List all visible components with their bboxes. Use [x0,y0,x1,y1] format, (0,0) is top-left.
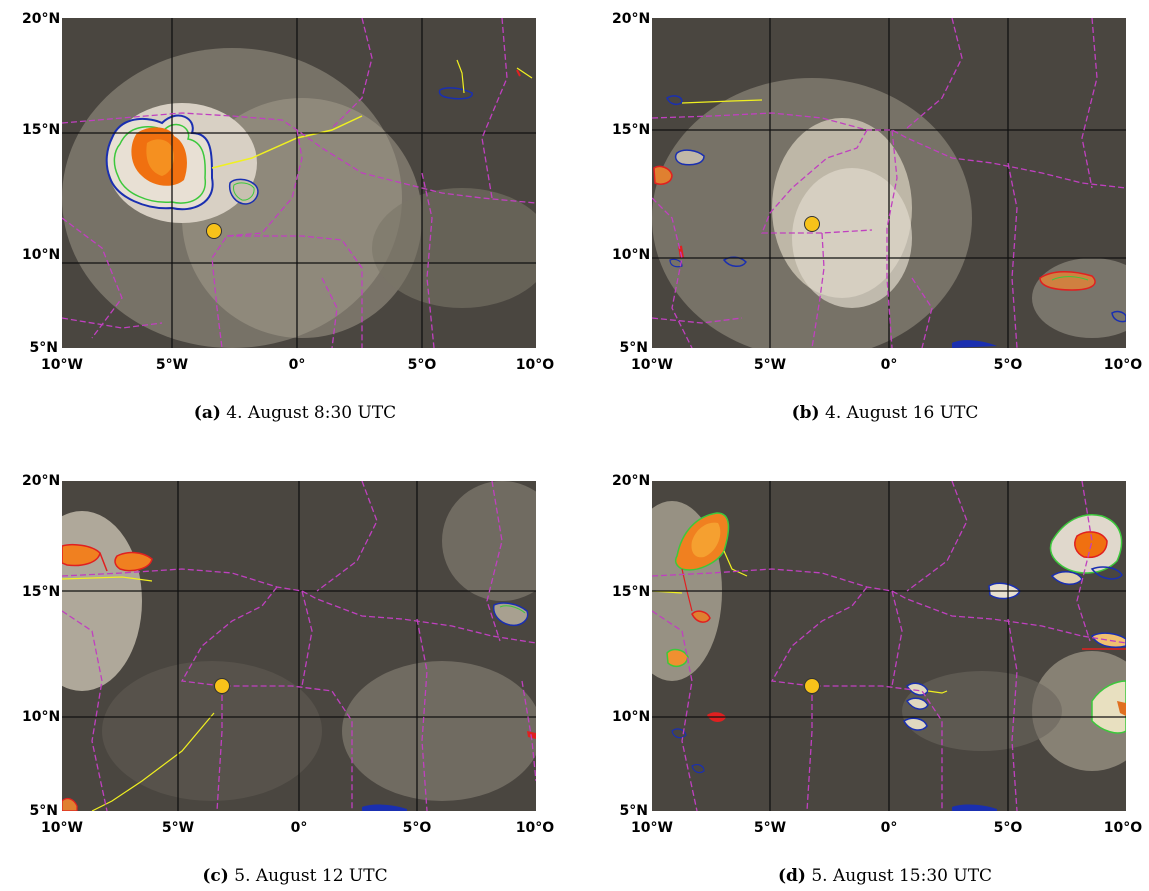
caption-letter: (d) [777,866,806,886]
lon-label-0: 0° [290,820,308,836]
lat-label-20n: 20°N [22,11,61,27]
lat-label-10n: 10°N [612,247,651,263]
lat-label-5n: 5°N [619,340,648,356]
lon-label-5w: 5°W [753,820,787,836]
caption-c: (c) 5. August 12 UTC [145,866,445,886]
lat-label-15n: 15°N [22,122,61,138]
lat-label-15n: 15°N [612,584,651,600]
lon-label-0: 0° [288,357,306,373]
lat-label-5n: 5°N [619,803,648,819]
caption-a: (a) 4. August 8:30 UTC [145,403,445,423]
lon-label-0: 0° [880,357,898,373]
lon-label-10w: 10°W [41,357,83,373]
lon-label-10e: 10°O [1103,820,1143,836]
lat-label-10n: 10°N [22,709,61,725]
caption-text: 4. August 16 UTC [825,403,979,423]
lon-label-5e: 5°O [993,357,1023,373]
lon-label-5e: 5°O [402,820,432,836]
lat-label-20n: 20°N [612,11,651,27]
satellite-map-a [62,18,536,348]
caption-d: (d) 5. August 15:30 UTC [720,866,1050,886]
caption-text: 4. August 8:30 UTC [226,403,397,423]
lon-label-10w: 10°W [631,357,673,373]
lat-label-20n: 20°N [612,473,651,489]
satellite-map-c [62,481,536,811]
lon-label-10w: 10°W [631,820,673,836]
lat-label-10n: 10°N [22,247,61,263]
lon-label-5w: 5°W [753,357,787,373]
lon-label-5e: 5°O [407,357,437,373]
caption-text: 5. August 12 UTC [234,866,388,886]
caption-b: (b) 4. August 16 UTC [725,403,1045,423]
lat-label-10n: 10°N [612,709,651,725]
satellite-map-d [652,481,1126,811]
caption-letter: (b) [791,403,820,423]
lon-label-10e: 10°O [1103,357,1143,373]
lat-label-5n: 5°N [29,340,58,356]
lat-label-20n: 20°N [22,473,61,489]
lon-label-5w: 5°W [161,820,195,836]
lon-label-10e: 10°O [515,820,555,836]
caption-letter: (a) [193,403,221,423]
lon-label-10w: 10°W [41,820,83,836]
lat-label-15n: 15°N [22,584,61,600]
caption-text: 5. August 15:30 UTC [811,866,993,886]
lon-label-5w: 5°W [155,357,189,373]
lat-label-5n: 5°N [29,803,58,819]
satellite-map-b [652,18,1126,348]
lon-label-5e: 5°O [993,820,1023,836]
caption-letter: (c) [202,866,229,886]
lon-label-10e: 10°O [515,357,555,373]
lat-label-15n: 15°N [612,122,651,138]
lon-label-0: 0° [880,820,898,836]
